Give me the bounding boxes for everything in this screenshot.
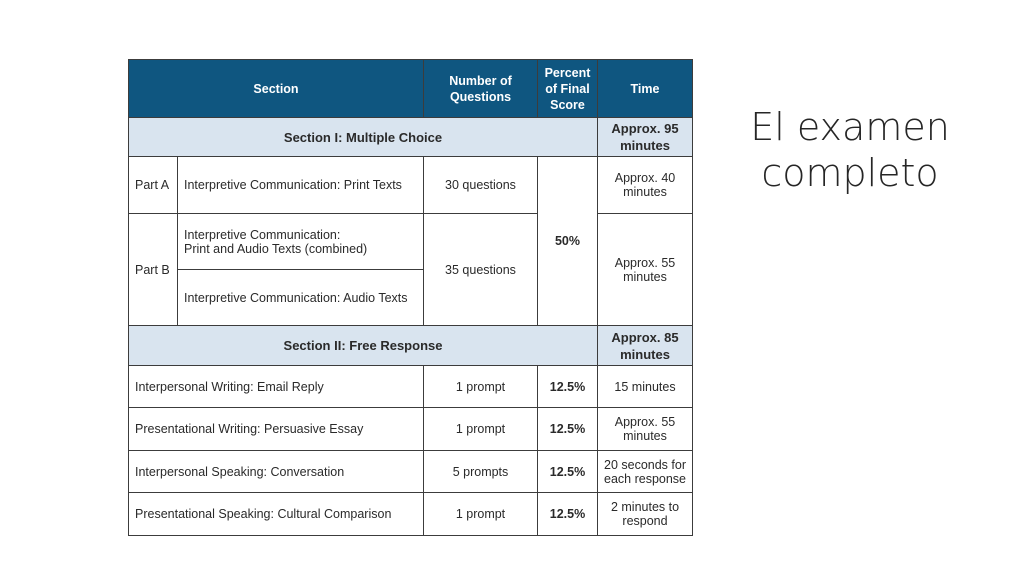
free-response-percent: 12.5% xyxy=(537,450,598,493)
part-b-time: Approx. 55 minutes xyxy=(597,213,693,326)
part-a-count: 30 questions xyxy=(423,156,538,214)
table-row: Part A Interpretive Communication: Print… xyxy=(128,156,693,326)
part-a-task: Interpretive Communication: Print Texts xyxy=(177,156,424,214)
free-response-time: Approx. 55 minutes xyxy=(597,407,693,451)
free-response-count: 1 prompt xyxy=(423,365,538,408)
part-a-time: Approx. 40 minutes xyxy=(597,156,693,214)
section1-row: Section I: Multiple Choice Approx. 95 mi… xyxy=(128,117,693,157)
header-time: Time xyxy=(597,59,693,118)
exam-table: Section Number of Questions Percent of F… xyxy=(128,59,693,536)
part-b-label: Part B xyxy=(128,213,178,326)
table-row: Interpersonal Writing: Email Reply 1 pro… xyxy=(128,365,693,408)
free-response-count: 1 prompt xyxy=(423,407,538,451)
header-section: Section xyxy=(128,59,424,118)
free-response-percent: 12.5% xyxy=(537,407,598,451)
header-number-of-questions: Number of Questions xyxy=(423,59,538,118)
part-b-task-1: Interpretive Communication: Print and Au… xyxy=(177,213,424,270)
table-row: Part B Interpretive Communication: Print… xyxy=(128,213,693,326)
free-response-task: Presentational Speaking: Cultural Compar… xyxy=(128,492,424,536)
table-row: Interpretive Communication: Audio Texts xyxy=(129,269,693,326)
free-response-task: Interpersonal Speaking: Conversation xyxy=(128,450,424,493)
slide-title: El examen completo xyxy=(750,105,950,195)
header-percent: Percent of Final Score xyxy=(537,59,598,118)
free-response-time: 2 minutes to respond xyxy=(597,492,693,536)
free-response-time: 15 minutes xyxy=(597,365,693,408)
section1-time: Approx. 95 minutes xyxy=(597,117,693,157)
free-response-task: Interpersonal Writing: Email Reply xyxy=(128,365,424,408)
free-response-percent: 12.5% xyxy=(537,365,598,408)
section2-row: Section II: Free Response Approx. 85 min… xyxy=(128,325,693,366)
table-row: Presentational Speaking: Cultural Compar… xyxy=(128,492,693,536)
section1-label: Section I: Multiple Choice xyxy=(128,117,598,157)
free-response-count: 5 prompts xyxy=(423,450,538,493)
part-b-count: 35 questions xyxy=(423,213,538,326)
free-response-count: 1 prompt xyxy=(423,492,538,536)
table-row: Interpersonal Speaking: Conversation 5 p… xyxy=(128,450,693,493)
free-response-time: 20 seconds for each response xyxy=(597,450,693,493)
part-a-label: Part A xyxy=(128,156,178,214)
free-response-task: Presentational Writing: Persuasive Essay xyxy=(128,407,424,451)
section2-label: Section II: Free Response xyxy=(128,325,598,366)
header-row: Section Number of Questions Percent of F… xyxy=(128,59,693,118)
section1-percent: 50% xyxy=(537,156,598,326)
table-row: Presentational Writing: Persuasive Essay… xyxy=(128,407,693,451)
section2-time: Approx. 85 minutes xyxy=(597,325,693,366)
part-b-task-2: Interpretive Communication: Audio Texts xyxy=(177,269,424,326)
free-response-percent: 12.5% xyxy=(537,492,598,536)
